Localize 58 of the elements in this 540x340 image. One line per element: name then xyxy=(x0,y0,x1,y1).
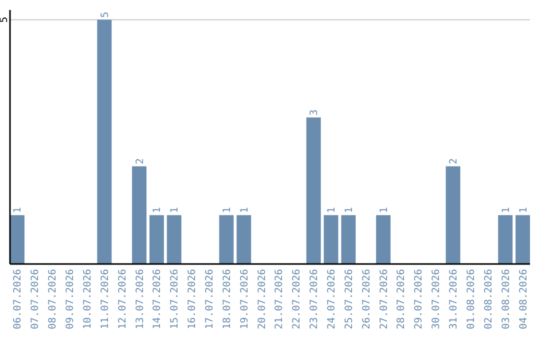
x-tick-label: 18.07.2026 xyxy=(222,269,233,330)
x-tick-label: 02.08.2026 xyxy=(483,269,494,330)
bar xyxy=(516,215,530,264)
data-label: 1 xyxy=(239,207,250,214)
x-tick-label: 25.07.2026 xyxy=(344,269,355,330)
x-tick-label: 23.07.2026 xyxy=(309,269,320,330)
data-label: 1 xyxy=(12,207,24,214)
bar xyxy=(498,215,513,264)
bar xyxy=(132,166,146,264)
x-tick-label: 08.07.2026 xyxy=(48,269,59,330)
x-tick-label: 19.07.2026 xyxy=(239,269,250,330)
x-tick-label: 06.07.2026 xyxy=(12,269,24,330)
data-label: 1 xyxy=(222,207,233,214)
data-label: 1 xyxy=(378,207,390,214)
data-label: 1 xyxy=(344,207,355,214)
data-label: 1 xyxy=(152,207,164,214)
x-tick-label: 30.07.2026 xyxy=(431,269,442,330)
x-tick-label: 03.08.2026 xyxy=(500,269,512,330)
data-label: 1 xyxy=(500,207,512,214)
x-tick-label: 22.07.2026 xyxy=(292,269,303,330)
data-label: 3 xyxy=(309,109,320,116)
x-tick-label: 24.07.2026 xyxy=(326,269,338,330)
x-tick-label: 31.07.2026 xyxy=(448,269,460,330)
x-tick-label: 17.07.2026 xyxy=(204,269,216,330)
bar xyxy=(306,117,321,264)
x-tick-label: 15.07.2026 xyxy=(170,269,181,330)
x-tick-label: 12.07.2026 xyxy=(117,269,128,330)
bar xyxy=(149,215,164,264)
x-tick-label: 29.07.2026 xyxy=(414,269,425,330)
x-tick-label: 27.07.2026 xyxy=(378,269,390,330)
x-tick-label: 09.07.2026 xyxy=(65,269,76,330)
bar xyxy=(219,215,234,264)
bar xyxy=(446,166,460,264)
x-tick-label: 01.08.2026 xyxy=(466,269,477,330)
data-label: 1 xyxy=(326,207,338,214)
x-tick-label: 13.07.2026 xyxy=(134,269,146,330)
x-tick-label: 04.08.2026 xyxy=(518,269,530,330)
x-tick-label: 14.07.2026 xyxy=(152,269,164,330)
x-tick-label: 20.07.2026 xyxy=(256,269,268,330)
x-tick-label: 11.07.2026 xyxy=(100,269,111,330)
bar xyxy=(324,215,338,264)
data-label: 5 xyxy=(100,12,111,18)
x-tick-label: 10.07.2026 xyxy=(82,269,94,330)
x-tick-label: 26.07.2026 xyxy=(361,269,372,330)
bar xyxy=(341,215,356,264)
data-label: 1 xyxy=(518,207,530,214)
x-tick-label: 07.07.2026 xyxy=(30,269,42,330)
x-tick-label: 28.07.2026 xyxy=(396,269,408,330)
bar xyxy=(10,215,24,264)
data-label: 1 xyxy=(170,207,181,214)
data-label: 2 xyxy=(448,158,460,164)
bar xyxy=(376,215,391,264)
bar xyxy=(236,215,252,264)
data-label: 2 xyxy=(134,158,146,164)
x-tick-label: 21.07.2026 xyxy=(274,269,286,330)
bar xyxy=(97,20,112,264)
x-tick-label: 16.07.2026 xyxy=(187,269,198,330)
bar xyxy=(166,215,182,264)
